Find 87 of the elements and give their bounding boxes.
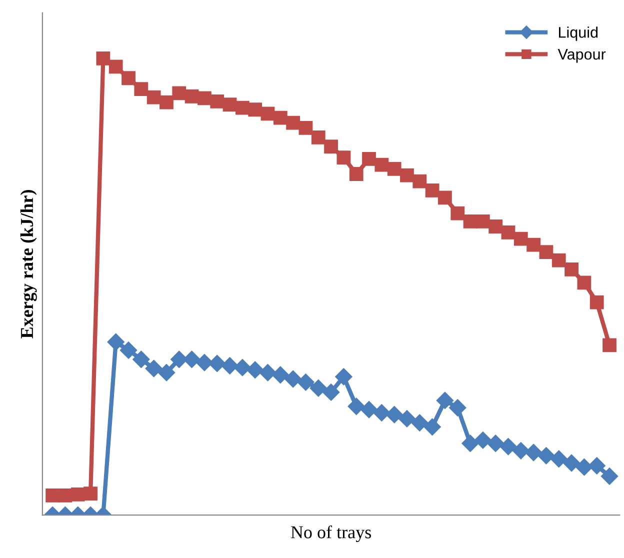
point — [577, 276, 592, 290]
point — [146, 90, 161, 104]
point — [348, 398, 365, 415]
point — [273, 110, 288, 125]
point — [134, 82, 148, 96]
point — [120, 342, 138, 359]
x-axis-title: No of trays — [290, 525, 371, 542]
point — [449, 399, 466, 416]
point — [208, 354, 226, 372]
point — [588, 457, 606, 474]
point — [132, 350, 150, 368]
point — [411, 414, 428, 432]
point — [145, 360, 162, 378]
point — [360, 401, 378, 418]
point — [600, 468, 618, 485]
point — [550, 450, 568, 468]
point — [96, 52, 110, 66]
point — [538, 447, 555, 464]
point — [425, 183, 440, 198]
point — [272, 366, 289, 384]
point — [196, 354, 214, 372]
point — [398, 410, 416, 428]
point — [234, 359, 251, 376]
point — [158, 364, 176, 382]
point — [310, 380, 327, 397]
point — [374, 158, 389, 172]
point — [248, 102, 262, 117]
point — [336, 150, 351, 165]
legend-label: Liquid — [559, 26, 598, 41]
point — [58, 488, 72, 502]
point — [512, 442, 530, 460]
point — [436, 392, 454, 409]
point — [500, 438, 517, 456]
point — [107, 333, 124, 351]
point — [324, 140, 338, 154]
point — [349, 167, 364, 181]
point — [501, 225, 516, 240]
point — [311, 130, 326, 144]
point — [122, 71, 136, 86]
point — [298, 120, 313, 135]
point — [602, 338, 616, 352]
point — [562, 454, 580, 472]
point — [297, 374, 314, 391]
point — [424, 418, 441, 436]
point — [260, 106, 275, 121]
point — [400, 168, 414, 182]
point — [488, 220, 503, 234]
point — [525, 444, 542, 462]
point — [46, 488, 60, 502]
point — [438, 190, 452, 205]
point — [590, 295, 604, 310]
point — [373, 404, 390, 422]
point — [362, 152, 376, 166]
point — [564, 262, 578, 276]
point — [70, 488, 85, 502]
point — [526, 238, 541, 252]
point — [487, 434, 504, 452]
point — [246, 361, 264, 378]
point — [184, 89, 199, 104]
point — [210, 94, 224, 108]
point — [463, 214, 478, 228]
point — [387, 162, 402, 176]
point — [462, 434, 479, 452]
point — [108, 60, 123, 74]
point — [412, 174, 427, 188]
point — [198, 91, 212, 106]
point — [539, 245, 554, 260]
y-axis-title: Exergy rate (kJ/hr) — [20, 190, 37, 338]
point — [386, 406, 403, 424]
point — [514, 232, 528, 246]
point — [474, 432, 492, 449]
legend-label: Vapour — [558, 49, 606, 63]
point — [284, 370, 302, 388]
point — [286, 116, 300, 130]
point — [160, 95, 174, 110]
point — [576, 458, 593, 476]
point — [222, 98, 237, 112]
point — [322, 384, 340, 401]
point — [476, 214, 490, 228]
point — [450, 206, 465, 220]
point — [552, 253, 566, 268]
point — [235, 100, 250, 115]
point — [259, 364, 276, 382]
point — [84, 486, 98, 501]
point — [172, 86, 186, 100]
point — [221, 357, 238, 374]
point — [335, 368, 352, 386]
